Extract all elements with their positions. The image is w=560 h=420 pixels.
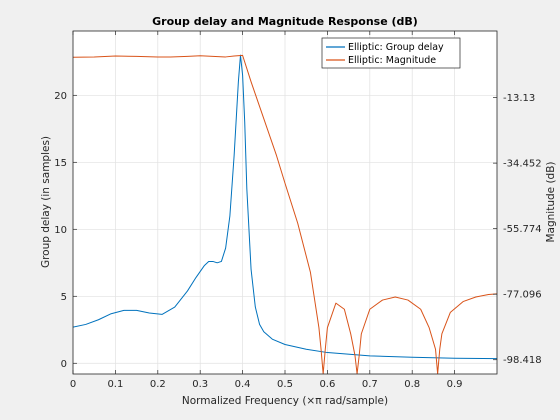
x-tick-label: 0.6 <box>319 379 335 390</box>
y-right-tick-label: -55.774 <box>503 224 542 235</box>
ticks: 0 0.1 0.2 0.3 0.4 0.5 0.6 0.7 0.8 0.9 0 5 10 15 20 -98.… <box>54 31 542 390</box>
x-tick-label: 0.4 <box>235 379 251 390</box>
x-tick-label: 0 <box>70 379 76 390</box>
y-right-tick-label: -34.452 <box>503 159 542 170</box>
y-left-tick-label: 5 <box>61 292 67 303</box>
series-line-group-delay <box>73 54 497 360</box>
y-right-tick-label: -13.13 <box>503 93 535 104</box>
y-right-tick-label: -77.096 <box>503 290 542 301</box>
x-tick-label: 0.1 <box>107 379 123 390</box>
y-axis-label-right: Magnitude (dB) <box>545 161 557 242</box>
legend-box <box>321 37 461 69</box>
x-tick-label: 0.9 <box>447 379 463 390</box>
x-axis-label: Normalized Frequency (×π rad/sample) <box>182 395 388 407</box>
x-tick-label: 0.2 <box>150 379 166 390</box>
legend-label-group-delay: Elliptic: Group delay <box>348 42 444 53</box>
y-left-tick-label: 20 <box>54 91 67 102</box>
legend-label-magnitude: Elliptic: Magnitude <box>348 55 436 66</box>
x-tick-label: 0.8 <box>404 379 420 390</box>
y-axis-label-left: Group delay (in samples) <box>40 136 52 268</box>
y-right-tick-label: -98.418 <box>503 355 542 366</box>
y-left-tick-label: 10 <box>54 225 67 236</box>
y-left-tick-label: 0 <box>61 359 67 370</box>
y-left-tick-label: 15 <box>54 158 67 169</box>
series-layer <box>73 54 497 374</box>
x-tick-label: 0.7 <box>362 379 378 390</box>
legend: Elliptic: Group delay Elliptic: Magnitud… <box>321 37 461 69</box>
grid <box>72 31 497 374</box>
series-line-magnitude <box>73 54 497 374</box>
x-tick-label: 0.5 <box>277 379 293 390</box>
x-tick-label: 0.3 <box>192 379 208 390</box>
chart-title: Group delay and Magnitude Response (dB) <box>152 15 418 28</box>
